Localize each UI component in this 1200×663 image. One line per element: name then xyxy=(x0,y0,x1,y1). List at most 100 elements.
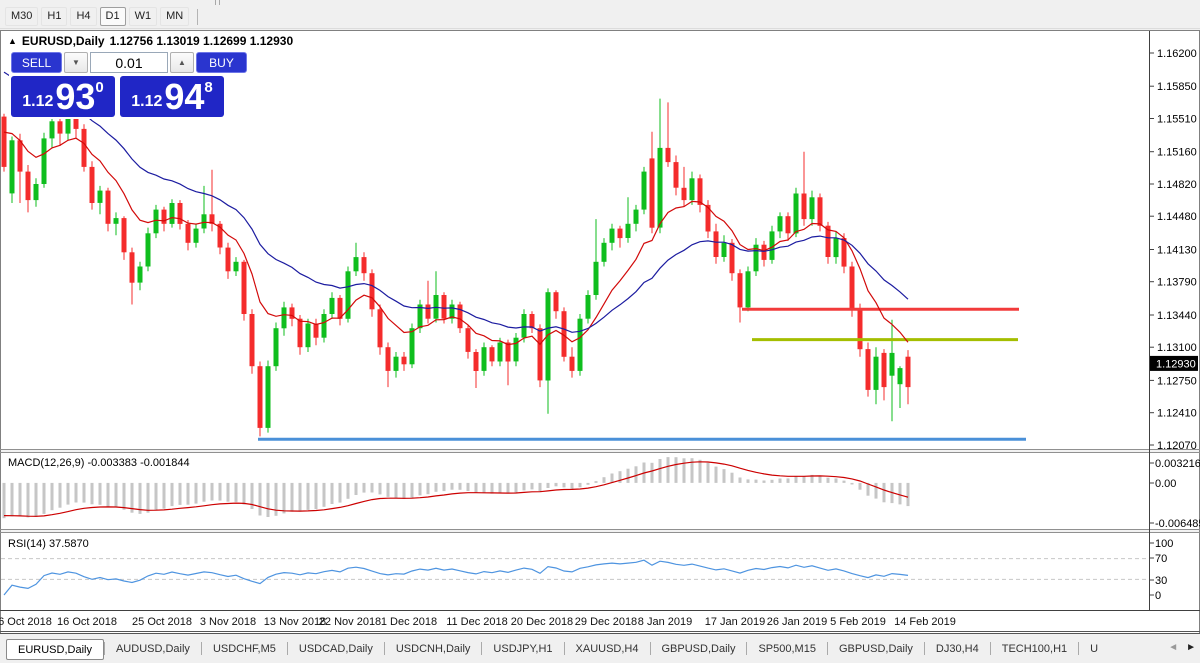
time-axis-label: 16 Oct 2018 xyxy=(57,616,117,628)
tab-scroll-left-icon[interactable]: ◄ xyxy=(1168,642,1179,653)
buy-quote-button[interactable]: 1.12 94 8 xyxy=(120,76,224,117)
panel-splitter xyxy=(1,529,1199,533)
chart-tab-bar: EURUSD,Daily AUDUSD,Daily USDCHF,M5 USDCAD,… xyxy=(0,638,1200,663)
chart-title: ▲ EURUSD,Daily 1.12756 1.13019 1.12699 1… xyxy=(8,34,293,48)
sell-price-pip: 0 xyxy=(95,79,104,96)
sell-button[interactable]: SELL xyxy=(11,52,62,73)
timeframe-button-m30[interactable]: M30 xyxy=(5,7,39,26)
price-axis-label: 1.15160 xyxy=(1157,147,1197,159)
time-axis-label: 3 Nov 2018 xyxy=(200,616,256,628)
ma-fast-line xyxy=(3,131,909,346)
price-axis-label: 1.12750 xyxy=(1157,375,1197,387)
macd-axis-label: 0.00 xyxy=(1155,478,1176,490)
timeframe-toolbar: M30 H1 H4 D1 W1 MN xyxy=(0,5,1200,29)
chart-symbol-period: EURUSD,Daily xyxy=(21,34,105,48)
time-axis-label: 14 Feb 2019 xyxy=(894,616,956,628)
chart-tab-9[interactable]: GBPUSD,Daily xyxy=(838,642,913,655)
ma-slow-line xyxy=(3,71,909,333)
time-axis-label: 22 Nov 2018 xyxy=(319,616,381,628)
chart-tab-4[interactable]: USDCNH,Daily xyxy=(395,642,471,655)
tab-divider xyxy=(923,642,925,655)
macd-signal-line xyxy=(3,461,909,517)
chart-tab-12[interactable]: U xyxy=(1090,642,1099,655)
current-price-marker xyxy=(1150,355,1198,371)
chart-window-icon[interactable]: ▲ xyxy=(8,36,17,46)
price-axis-label: 1.14820 xyxy=(1157,179,1197,191)
price-axis-label: 1.15510 xyxy=(1157,114,1197,126)
rsi-axis-label: 0 xyxy=(1155,590,1161,602)
timeframe-button-h4[interactable]: H4 xyxy=(70,7,97,26)
chart-tab-3[interactable]: USDCAD,Daily xyxy=(298,642,373,655)
panel-splitter xyxy=(1,449,1199,453)
time-axis-label: 26 Jan 2019 xyxy=(767,616,828,628)
time-axis-label: 17 Jan 2019 xyxy=(705,616,766,628)
tab-divider xyxy=(383,642,385,655)
time-axis-label: 20 Dec 2018 xyxy=(511,616,573,628)
toolbar-separator xyxy=(197,8,199,25)
price-axis-label: 1.14130 xyxy=(1157,245,1197,257)
sell-price-prefix: 1.12 xyxy=(22,92,54,110)
chart-tab-5[interactable]: USDJPY,H1 xyxy=(493,642,553,655)
lot-increase-button[interactable]: ▲ xyxy=(170,52,194,73)
window-top-strip xyxy=(0,0,1200,5)
rsi-axis-label: 100 xyxy=(1155,538,1173,550)
tab-divider xyxy=(746,642,748,655)
chart-tab-6[interactable]: XAUUSD,H4 xyxy=(575,642,639,655)
time-axis-label: 11 Dec 2018 xyxy=(446,616,508,628)
tab-scroll-right-icon[interactable]: ► xyxy=(1186,642,1196,653)
chart-tab-2[interactable]: USDCHF,M5 xyxy=(212,642,276,655)
tab-divider xyxy=(1078,642,1080,655)
chart-window xyxy=(0,30,1200,634)
candlestick-series xyxy=(1,98,911,437)
price-axis-label: 1.16200 xyxy=(1157,48,1197,60)
price-axis-label: 1.13790 xyxy=(1157,277,1197,289)
lot-decrease-button[interactable]: ▼ xyxy=(64,52,88,73)
time-axis-label: 1 Dec 2018 xyxy=(381,616,437,628)
sell-price-big: 93 xyxy=(55,75,96,117)
time-axis-label: 8 Jan 2019 xyxy=(638,616,692,628)
chart-tab-10[interactable]: DJ30,H4 xyxy=(935,642,979,655)
price-axis-label: 1.12070 xyxy=(1157,440,1197,452)
tab-divider xyxy=(989,642,991,655)
chart-tab-11[interactable]: TECH100,H1 xyxy=(1001,642,1068,655)
timeframe-button-d1[interactable]: D1 xyxy=(99,7,126,26)
timeframe-button-h1[interactable]: H1 xyxy=(41,7,68,26)
macd-label: MACD(12,26,9) -0.003383 -0.001844 xyxy=(8,457,190,469)
price-axis-label: 1.13100 xyxy=(1157,342,1197,354)
tab-scroll-arrows: ◄ ► xyxy=(1168,642,1196,653)
toolbar-divider xyxy=(219,0,220,5)
lot-size-input[interactable]: 0.01 xyxy=(90,52,168,73)
tab-divider xyxy=(200,642,202,655)
timeframe-button-w1[interactable]: W1 xyxy=(128,7,158,26)
tab-divider xyxy=(481,642,483,655)
time-axis-label: 5 Feb 2019 xyxy=(830,616,886,628)
chart-tab-7[interactable]: GBPUSD,Daily xyxy=(661,642,736,655)
toolbar-divider xyxy=(215,0,216,5)
buy-button[interactable]: BUY xyxy=(196,52,247,73)
tab-divider xyxy=(649,642,651,655)
buy-price-pip: 8 xyxy=(204,79,213,96)
rsi-axis-label: 30 xyxy=(1155,575,1167,587)
tab-divider xyxy=(103,642,105,655)
buy-price-big: 94 xyxy=(164,75,205,117)
time-axis-label: 6 Oct 2018 xyxy=(0,616,52,628)
macd-axis-label: 0.003216 xyxy=(1155,458,1200,470)
tab-divider xyxy=(826,642,828,655)
current-price-value: 1.12930 xyxy=(1156,358,1196,370)
price-axis-label: 1.14480 xyxy=(1157,211,1197,223)
buy-price-prefix: 1.12 xyxy=(131,92,163,110)
timeframe-button-mn[interactable]: MN xyxy=(160,7,190,26)
rsi-axis-label: 70 xyxy=(1155,553,1167,565)
price-axis-label: 1.15850 xyxy=(1157,81,1197,93)
time-axis-label: 13 Nov 2018 xyxy=(264,616,326,628)
price-axis-label: 1.13440 xyxy=(1157,310,1197,322)
chart-tab-1[interactable]: AUDUSD,Daily xyxy=(115,642,190,655)
chart-tab-8[interactable]: SP500,M15 xyxy=(758,642,816,655)
chart-tab-0[interactable]: EURUSD,Daily xyxy=(6,639,104,660)
sell-quote-button[interactable]: 1.12 93 0 xyxy=(11,76,115,117)
time-axis-label: 29 Dec 2018 xyxy=(575,616,637,628)
rsi-line xyxy=(3,559,909,596)
rsi-label: RSI(14) 37.5870 xyxy=(8,538,89,550)
